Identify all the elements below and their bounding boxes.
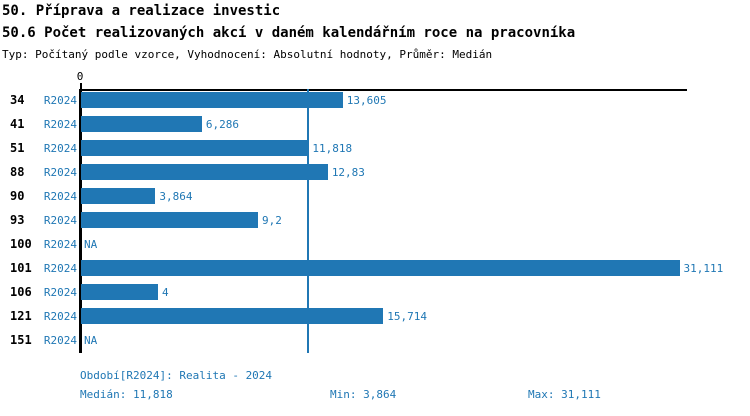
bar: [81, 212, 258, 228]
bar-value-label: 11,818: [312, 142, 353, 155]
chart-title: 50.6 Počet realizovaných akcí v daném ka…: [2, 25, 576, 41]
row-series-label: R2024: [43, 286, 77, 299]
x-axis-zero-label: 0: [76, 70, 84, 83]
row-category-label: 41: [10, 117, 25, 131]
bar-value-label: 15,714: [387, 310, 428, 323]
x-axis-tick: [79, 83, 82, 90]
y-axis-line: [78, 89, 82, 353]
row-category-label: 93: [10, 213, 25, 227]
bar-value-label: NA: [84, 238, 98, 251]
bar-value-label: 13,605: [346, 94, 387, 107]
row-category-label: 101: [10, 261, 32, 275]
median-reference-line: [307, 89, 310, 353]
row-series-label: R2024: [43, 238, 77, 251]
bar-value-label: 12,83: [331, 166, 365, 179]
footer-period-label: Období[R2024]: Realita - 2024: [80, 369, 273, 382]
bar: [81, 284, 158, 300]
row-category-label: 34: [10, 93, 25, 107]
page-title: 50. Příprava a realizace investic: [2, 3, 281, 19]
bar: [81, 92, 343, 108]
row-series-label: R2024: [43, 334, 77, 347]
row-series-label: R2024: [43, 214, 77, 227]
bar-value-label: 9,2: [261, 214, 282, 227]
row-series-label: R2024: [43, 262, 77, 275]
row-category-label: 88: [10, 165, 25, 179]
row-series-label: R2024: [43, 118, 77, 131]
row-series-label: R2024: [43, 94, 77, 107]
row-category-label: 100: [10, 237, 32, 251]
bar: [81, 188, 156, 204]
bar-value-label: NA: [84, 334, 98, 347]
row-category-label: 151: [10, 333, 32, 347]
row-category-label: 51: [10, 141, 25, 155]
row-category-label: 106: [10, 285, 32, 299]
row-category-label: 90: [10, 189, 25, 203]
row-series-label: R2024: [43, 166, 77, 179]
row-series-label: R2024: [43, 310, 77, 323]
row-series-label: R2024: [43, 142, 77, 155]
footer-min-label: Min: 3,864: [330, 388, 397, 401]
bar: [81, 140, 309, 156]
x-axis-line: [79, 89, 687, 91]
bar-value-label: 6,286: [205, 118, 240, 131]
footer-median-label: Medián: 11,818: [80, 388, 173, 401]
row-category-label: 121: [10, 309, 32, 323]
bar-value-label: 4: [161, 286, 169, 299]
bar: [81, 308, 384, 324]
bar-value-label: 3,864: [159, 190, 193, 203]
chart-meta-line: Typ: Počítaný podle vzorce, Vyhodnocení:…: [2, 48, 493, 61]
bar: [81, 164, 328, 180]
row-series-label: R2024: [43, 190, 77, 203]
bar: [81, 260, 680, 276]
bar: [81, 116, 202, 132]
footer-max-label: Max: 31,111: [528, 388, 601, 401]
bar-value-label: 31,111: [683, 262, 724, 275]
